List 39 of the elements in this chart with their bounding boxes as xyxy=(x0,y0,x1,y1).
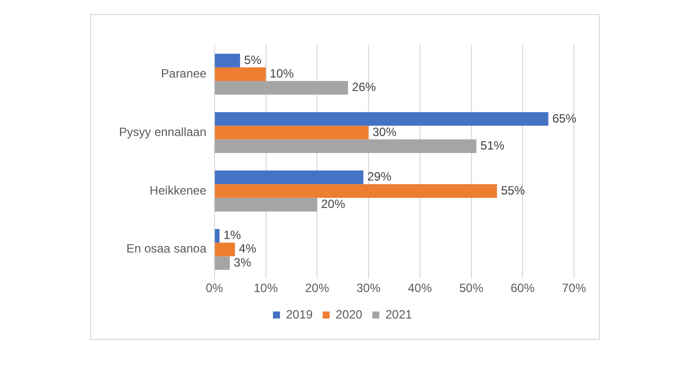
y-tick-label: En osaa sanoa xyxy=(126,242,207,256)
data-label: 10% xyxy=(270,66,294,81)
y-tick-label: Paranee xyxy=(161,66,207,81)
x-tick-label: 50% xyxy=(459,281,484,296)
data-label: 55% xyxy=(500,183,526,198)
bar xyxy=(214,170,364,184)
bar xyxy=(214,228,220,243)
x-tick-label: 30% xyxy=(356,281,381,296)
legend-label: 2020 xyxy=(336,307,363,322)
data-label: 3% xyxy=(234,255,252,270)
bar xyxy=(214,112,548,126)
bar xyxy=(214,198,318,212)
bar xyxy=(214,184,497,198)
data-label: 30% xyxy=(372,124,397,139)
bar xyxy=(214,54,240,68)
bar xyxy=(214,67,266,82)
data-label: 29% xyxy=(367,170,392,184)
x-tick-label: 20% xyxy=(305,281,330,296)
bar xyxy=(214,256,230,270)
bar xyxy=(214,126,369,140)
legend-label: 2021 xyxy=(385,307,412,322)
x-tick-label: 40% xyxy=(408,281,432,296)
x-tick-label: 70% xyxy=(562,281,586,296)
data-label: 65% xyxy=(552,111,577,126)
bar xyxy=(214,139,476,154)
bar xyxy=(214,242,235,256)
x-tick-label: 0% xyxy=(206,281,224,296)
data-label: 51% xyxy=(480,138,505,153)
data-label: 4% xyxy=(238,242,257,256)
data-label: 26% xyxy=(352,80,376,94)
y-tick-label: Pysyy ennallaan xyxy=(118,124,206,139)
legend-label: 2019 xyxy=(286,307,313,322)
data-label: 20% xyxy=(321,196,346,211)
x-tick-label: 60% xyxy=(510,281,535,296)
bar xyxy=(214,81,348,95)
data-label: 5% xyxy=(244,52,262,67)
y-tick-label: Heikkenee xyxy=(150,183,207,198)
data-label: 1% xyxy=(224,228,242,242)
x-tick-label: 10% xyxy=(254,281,278,296)
